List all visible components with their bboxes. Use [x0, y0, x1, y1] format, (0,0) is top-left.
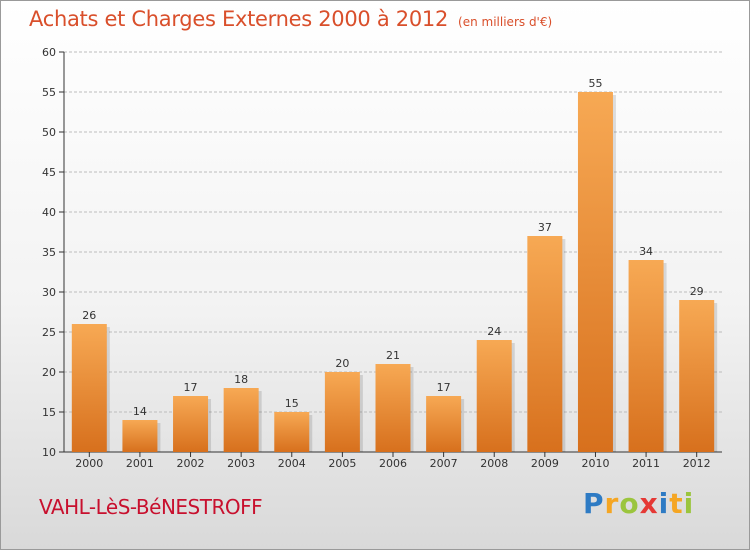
axes: 10 15 20 25 30 35 40 45 50 55 60 2000 2001 2002 2003 20… — [42, 46, 722, 470]
logo-letter: i — [683, 487, 695, 520]
data-label-2004: 15 — [285, 397, 299, 410]
bars — [71, 92, 718, 452]
chart-title-text: Achats et Charges Externes 2000 à 2012 — [29, 7, 449, 31]
x-tick-label-2004: 2004 — [278, 457, 306, 470]
y-tick-label-10: 10 — [42, 446, 56, 459]
data-label-2010: 55 — [588, 77, 602, 90]
y-tick-label-55: 55 — [42, 86, 56, 99]
y-tick-label-40: 40 — [42, 206, 56, 219]
bar-2002 — [173, 396, 209, 452]
bar-2004 — [274, 412, 310, 452]
location-name: VAHL-LèS-BéNESTROFF — [39, 495, 263, 519]
chart-title: Achats et Charges Externes 2000 à 2012 (e… — [29, 7, 552, 31]
bar-2011 — [628, 260, 664, 452]
bar-2005 — [324, 372, 360, 452]
x-tick-label-2005: 2005 — [328, 457, 356, 470]
x-tick-label-2006: 2006 — [379, 457, 407, 470]
data-label-2011: 34 — [639, 245, 653, 258]
data-label-2012: 29 — [690, 285, 704, 298]
data-label-2002: 17 — [184, 381, 198, 394]
x-tick-label-2002: 2002 — [177, 457, 205, 470]
y-tick-label-35: 35 — [42, 246, 56, 259]
y-tick-label-15: 15 — [42, 406, 56, 419]
logo-letter: i — [658, 487, 670, 520]
logo-letter: r — [604, 487, 620, 520]
x-tick-label-2009: 2009 — [531, 457, 559, 470]
logo-letter: t — [669, 487, 684, 520]
y-tick-label-25: 25 — [42, 326, 56, 339]
logo-letter: o — [619, 487, 640, 520]
x-tick-label-2003: 2003 — [227, 457, 255, 470]
x-tick-label-2007: 2007 — [430, 457, 458, 470]
data-label-2005: 20 — [335, 357, 349, 370]
x-tick-label-2008: 2008 — [480, 457, 508, 470]
bar-2012 — [679, 300, 715, 452]
bar-2006 — [375, 364, 411, 452]
data-label-2000: 26 — [82, 309, 96, 322]
bar-2007 — [426, 396, 462, 452]
y-tick-label-50: 50 — [42, 126, 56, 139]
x-tick-label-2010: 2010 — [581, 457, 609, 470]
bar-2003 — [223, 388, 259, 452]
data-label-2006: 21 — [386, 349, 400, 362]
y-tick-label-45: 45 — [42, 166, 56, 179]
chart-subtitle: (en milliers d'€) — [458, 15, 553, 29]
data-label-2008: 24 — [487, 325, 501, 338]
bar-2001 — [122, 420, 158, 452]
logo-letter: x — [639, 487, 659, 520]
y-tick-label-60: 60 — [42, 46, 56, 59]
bar-2000 — [71, 324, 107, 452]
y-tick-label-30: 30 — [42, 286, 56, 299]
data-label-2003: 18 — [234, 373, 248, 386]
y-tick-label-20: 20 — [42, 366, 56, 379]
x-tick-label-2001: 2001 — [126, 457, 154, 470]
data-label-2007: 17 — [437, 381, 451, 394]
bar-2008 — [476, 340, 512, 452]
proxiti-logo: Proxiti — [583, 487, 694, 520]
logo-letter: P — [583, 487, 605, 520]
data-labels: 26 14 17 18 15 20 21 17 24 37 55 34 29 — [82, 77, 703, 418]
x-tick-label-2011: 2011 — [632, 457, 660, 470]
data-label-2009: 37 — [538, 221, 552, 234]
data-label-2001: 14 — [133, 405, 147, 418]
x-tick-label-2000: 2000 — [75, 457, 103, 470]
bar-2010 — [577, 92, 613, 452]
bar-2009 — [527, 236, 563, 452]
x-tick-label-2012: 2012 — [683, 457, 711, 470]
